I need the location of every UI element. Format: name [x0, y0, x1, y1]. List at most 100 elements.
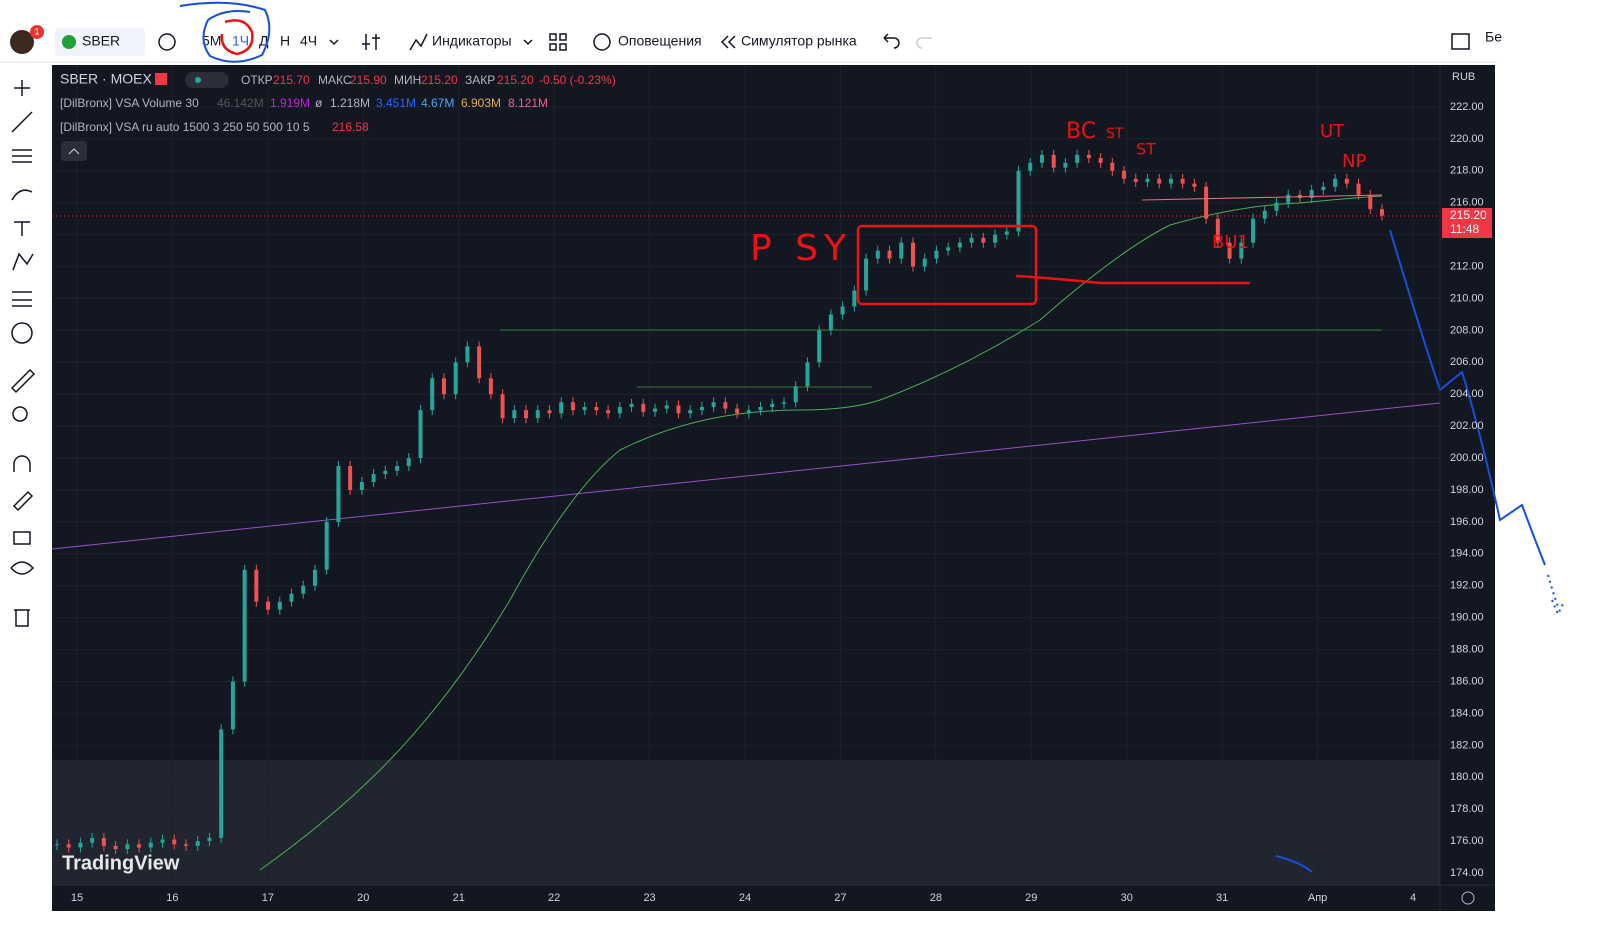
tool-icon[interactable]	[10, 368, 36, 394]
tool-icon[interactable]	[11, 111, 33, 133]
drawn-line	[1141, 194, 1383, 201]
replay-icon[interactable]	[720, 35, 736, 49]
candle	[735, 408, 740, 414]
forecast-arrow	[1547, 574, 1565, 617]
candle	[1215, 218, 1220, 243]
cut-text: Бе	[1485, 29, 1502, 45]
x-tick-label: 24	[739, 892, 751, 904]
candle	[207, 837, 212, 842]
annotation: P SY	[750, 228, 852, 269]
indicators[interactable]: Индикаторы	[432, 33, 512, 49]
tool-icon[interactable]	[14, 80, 30, 96]
candle	[606, 410, 611, 414]
y-tick-label: 174.00	[1450, 867, 1484, 879]
y-tick-label: 220.00	[1450, 133, 1484, 145]
candle	[922, 258, 927, 267]
candle	[172, 839, 177, 845]
candle	[1157, 178, 1162, 184]
tool-icon[interactable]	[12, 291, 32, 307]
candle	[1227, 242, 1232, 259]
candle	[711, 402, 716, 408]
candle	[500, 394, 505, 419]
tool-icon[interactable]	[14, 609, 30, 627]
candle	[793, 386, 798, 403]
psy-box	[856, 224, 1038, 306]
symbol[interactable]: SBER	[82, 33, 120, 49]
settings-icon[interactable]	[1461, 891, 1475, 905]
currency[interactable]: RUB	[1452, 71, 1475, 83]
y-tick-label: 212.00	[1450, 260, 1484, 272]
candle	[1051, 154, 1056, 168]
chart-type-icon[interactable]	[362, 34, 380, 50]
candle	[535, 410, 540, 419]
tool-icon[interactable]	[12, 490, 34, 512]
candle	[688, 410, 693, 414]
candle	[1028, 162, 1033, 171]
tool-icon[interactable]	[10, 561, 35, 575]
tool-icon[interactable]	[12, 406, 28, 422]
indicator-value: 6.903M	[461, 96, 501, 110]
fullscreen-icon[interactable]	[1451, 33, 1470, 50]
candle	[852, 290, 857, 307]
legend-value: 215.90	[350, 73, 387, 87]
collapse-icon	[68, 148, 80, 155]
candle	[1145, 178, 1150, 182]
moving-average	[259, 195, 1383, 871]
candle	[934, 250, 939, 259]
interval[interactable]: 1Ч	[232, 33, 249, 49]
dropdown[interactable]	[523, 39, 533, 46]
tool-icon[interactable]	[13, 455, 31, 472]
tool-icon[interactable]	[14, 221, 30, 236]
x-tick-label: 17	[262, 892, 274, 904]
candle	[1251, 218, 1256, 243]
candle	[301, 585, 306, 594]
candle	[277, 601, 282, 610]
layout-icon[interactable]	[549, 33, 567, 51]
y-tick-label: 182.00	[1450, 739, 1484, 751]
tool-icon[interactable]	[13, 531, 31, 545]
interval[interactable]: Д	[259, 33, 269, 49]
interval[interactable]: 4Ч	[300, 33, 317, 49]
collapse-button[interactable]	[61, 141, 87, 161]
legend-value: 215.20	[497, 73, 534, 87]
candle	[90, 837, 95, 843]
dropdown[interactable]	[329, 39, 339, 46]
tool-icon[interactable]	[12, 149, 32, 163]
candle	[242, 569, 247, 682]
candle	[758, 407, 763, 411]
candles	[55, 149, 1384, 855]
redo[interactable]	[916, 37, 932, 49]
candle	[1286, 194, 1291, 203]
y-tick-label: 200.00	[1450, 452, 1484, 464]
candle	[1274, 202, 1279, 211]
add-icon[interactable]	[158, 33, 176, 51]
candle	[219, 729, 224, 838]
alert-icon[interactable]	[593, 33, 611, 51]
watermark: TradingView	[62, 852, 180, 874]
candle	[336, 466, 341, 522]
candle	[1380, 209, 1384, 216]
candle	[406, 458, 411, 467]
interval[interactable]: Н	[280, 33, 290, 49]
undo[interactable]	[883, 33, 900, 49]
candle	[582, 407, 587, 411]
candle	[1133, 178, 1138, 182]
candle	[113, 845, 118, 850]
annotation: BU1	[1212, 232, 1249, 253]
legend-toggle[interactable]	[185, 72, 229, 88]
price-tag-value: 215.20	[1450, 208, 1487, 222]
tool-icon[interactable]	[11, 322, 33, 344]
replay[interactable]: Симулятор рынка	[741, 33, 857, 49]
indicators-icon[interactable]	[409, 33, 428, 51]
candle	[993, 234, 998, 243]
avatar[interactable]	[10, 30, 34, 54]
symbol-box[interactable]	[55, 28, 145, 56]
y-tick-label: 218.00	[1450, 165, 1484, 177]
interval[interactable]: 5М	[202, 33, 221, 49]
y-tick-label: 208.00	[1450, 324, 1484, 336]
tool-icon[interactable]	[12, 252, 34, 271]
tool-icon[interactable]	[11, 189, 33, 201]
alerts[interactable]: Оповещения	[618, 33, 702, 49]
candle	[430, 378, 435, 411]
